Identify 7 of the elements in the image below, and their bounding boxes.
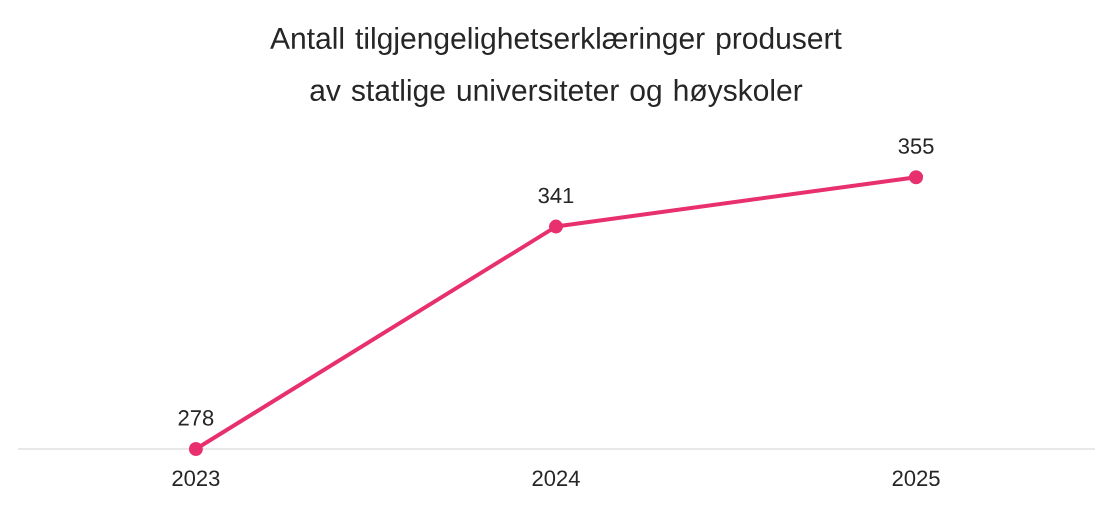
x-tick-label: 2025	[892, 470, 940, 487]
data-label: 341	[538, 187, 574, 204]
x-tick-label: 2023	[172, 470, 220, 487]
data-label: 355	[898, 138, 934, 154]
data-label: 278	[178, 410, 214, 426]
chart-title: Antall tilgjengelighetserklæringer produsert av statlige universiteter og høyskoler	[270, 27, 842, 107]
x-tick-label: 2024	[532, 470, 580, 487]
